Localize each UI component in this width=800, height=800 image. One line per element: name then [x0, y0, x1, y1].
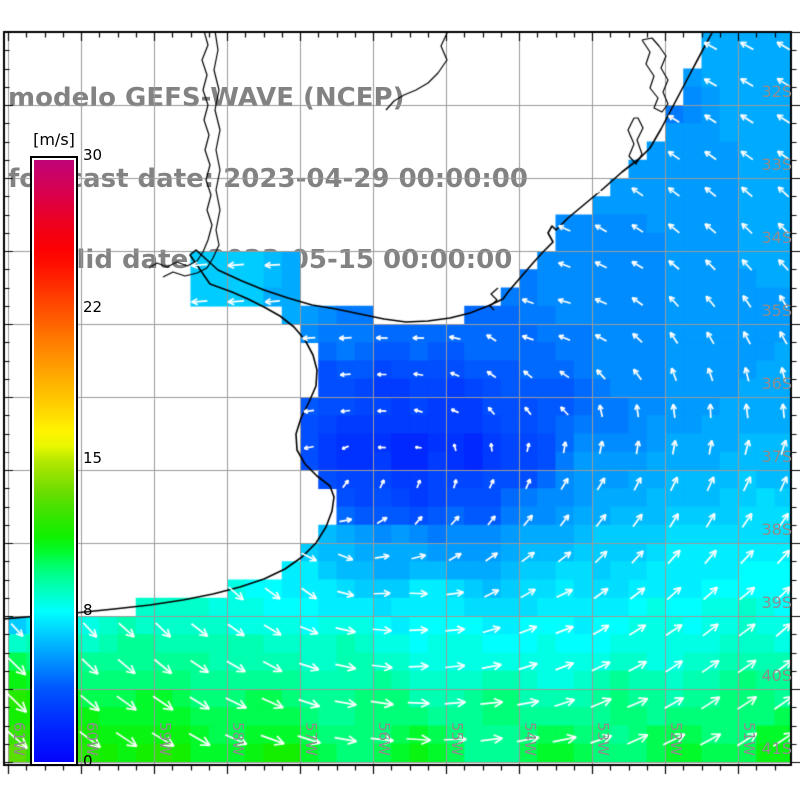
lon-tick-label: 58W: [229, 722, 247, 756]
lon-tick-label: 51W: [740, 722, 758, 756]
lat-tick-label: 41S: [761, 739, 792, 758]
colorbar-tick-label: 8: [83, 600, 93, 619]
colorbar-tick-label: 0: [83, 752, 93, 770]
lat-tick-label: 34S: [761, 228, 792, 247]
lon-tick-label: 56W: [375, 722, 393, 756]
colorbar-tick-label: 15: [83, 449, 103, 467]
lat-tick-label: 39S: [761, 593, 792, 612]
lon-tick-label: 57W: [302, 722, 320, 756]
lon-tick-label: 55W: [448, 722, 466, 756]
lat-tick-label: 33S: [761, 155, 792, 174]
colorbar-tick-label: 22: [83, 297, 103, 316]
lon-tick-label: 52W: [667, 722, 685, 756]
colorbar-unit-label: [m/s]: [33, 130, 75, 149]
lat-tick-label: 36S: [761, 374, 792, 393]
lon-tick-label: 54W: [521, 722, 539, 756]
lat-tick-label: 32S: [761, 82, 792, 101]
lat-tick-label: 40S: [761, 666, 792, 685]
colorbar-gradient: [34, 160, 74, 762]
lon-tick-label: 53W: [594, 722, 612, 756]
lat-tick-label: 37S: [761, 447, 792, 466]
lat-tick-label: 38S: [761, 520, 792, 539]
lon-tick-label: 59W: [156, 722, 174, 756]
lon-tick-label: 61W: [10, 722, 28, 756]
lat-tick-label: 35S: [761, 301, 792, 320]
colorbar-tick-label: 30: [83, 146, 103, 164]
colorbar: [30, 156, 78, 766]
